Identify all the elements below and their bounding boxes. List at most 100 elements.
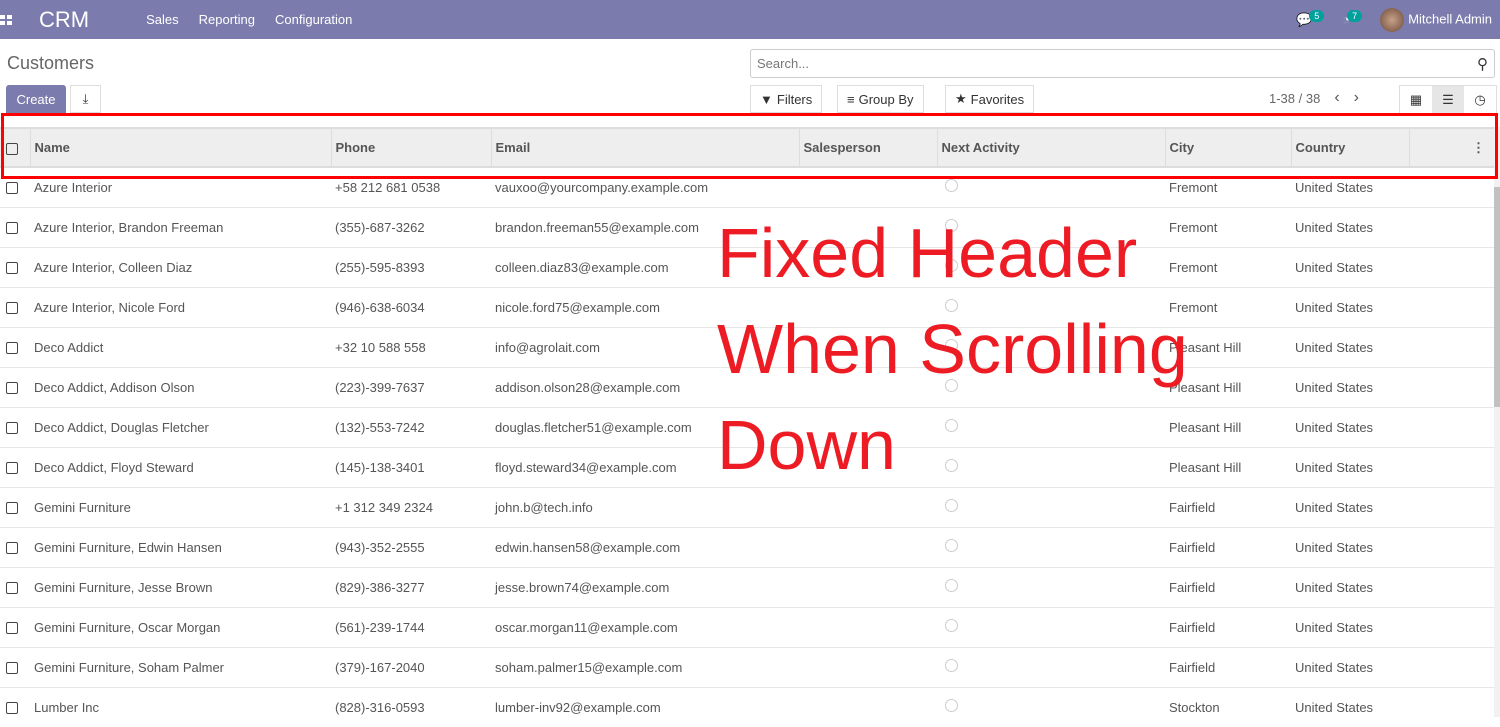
row-checkbox[interactable] bbox=[6, 542, 18, 555]
row-checkbox[interactable] bbox=[6, 302, 18, 315]
menu-configuration[interactable]: Configuration bbox=[275, 12, 353, 27]
table-row[interactable]: Gemini Furniture, Oscar Morgan (561)-239-… bbox=[0, 606, 1495, 647]
column-phone[interactable]: Phone bbox=[330, 127, 491, 168]
cell-country: United States bbox=[1291, 566, 1409, 607]
column-next-activity[interactable]: Next Activity bbox=[936, 127, 1165, 168]
cell-next-activity[interactable] bbox=[937, 566, 1165, 607]
cell-next-activity[interactable] bbox=[937, 606, 1165, 647]
activity-clock-icon[interactable] bbox=[945, 619, 958, 632]
activity-clock-icon[interactable] bbox=[945, 499, 958, 512]
search-icon[interactable]: ⚲ bbox=[1477, 55, 1488, 73]
favorites-button[interactable]: ★ Favorites bbox=[945, 85, 1035, 113]
activity-clock-icon[interactable] bbox=[945, 699, 958, 713]
cell-next-activity[interactable] bbox=[937, 686, 1165, 727]
filter-icon: ▼ bbox=[760, 91, 773, 107]
table-row[interactable]: Gemini Furniture, Edwin Hansen (943)-352-… bbox=[0, 526, 1495, 567]
cell-phone: (946)-638-6034 bbox=[331, 286, 491, 327]
select-all-checkbox[interactable] bbox=[6, 142, 18, 155]
table-row[interactable]: Azure Interior, Colleen Diaz (255)-595-83… bbox=[0, 246, 1495, 287]
cell-next-activity[interactable] bbox=[937, 206, 1165, 247]
column-salesperson[interactable]: Salesperson bbox=[798, 127, 937, 168]
cell-name: Gemini Furniture, Edwin Hansen bbox=[30, 526, 331, 567]
row-checkbox[interactable] bbox=[6, 662, 18, 675]
table-row[interactable]: Gemini Furniture, Soham Palmer (379)-167-… bbox=[0, 646, 1495, 687]
cell-country: United States bbox=[1291, 606, 1409, 647]
table-row[interactable]: Gemini Furniture, Jesse Brown (829)-386-3… bbox=[0, 566, 1495, 607]
optional-columns-icon[interactable]: ⋮ bbox=[1472, 139, 1485, 155]
row-checkbox[interactable] bbox=[6, 342, 18, 355]
row-checkbox[interactable] bbox=[6, 502, 18, 515]
table-row[interactable]: Deco Addict, Floyd Steward (145)-138-3401… bbox=[0, 446, 1495, 487]
activity-clock-icon[interactable] bbox=[945, 579, 958, 592]
cell-next-activity[interactable] bbox=[937, 446, 1165, 487]
activity-clock-icon[interactable] bbox=[945, 379, 958, 392]
cell-name: Deco Addict, Floyd Steward bbox=[30, 446, 331, 487]
cell-next-activity[interactable] bbox=[937, 246, 1165, 287]
row-checkbox[interactable] bbox=[6, 702, 18, 715]
row-checkbox[interactable] bbox=[6, 582, 18, 595]
activity-clock-icon[interactable] bbox=[945, 339, 958, 352]
table-row[interactable]: Lumber Inc (828)-316-0593 lumber-inv92@exa… bbox=[0, 686, 1495, 727]
pager-value[interactable]: 1-38 / 38 bbox=[1269, 91, 1321, 106]
table-row[interactable]: Deco Addict, Douglas Fletcher (132)-553-7… bbox=[0, 406, 1495, 447]
activities-button[interactable]: ◔ 7 bbox=[1342, 10, 1363, 27]
table-row[interactable]: Deco Addict +32 10 588 558 info@agrolait.c… bbox=[0, 326, 1495, 367]
search-input[interactable]: Search... ⚲ bbox=[750, 49, 1495, 78]
table-row[interactable]: Gemini Furniture +1 312 349 2324 john.b@te… bbox=[0, 486, 1495, 527]
row-checkbox[interactable] bbox=[6, 182, 18, 195]
pager-next-icon[interactable]: › bbox=[1353, 89, 1359, 106]
row-checkbox[interactable] bbox=[6, 382, 18, 395]
cell-next-activity[interactable] bbox=[937, 326, 1165, 367]
table-row[interactable]: Deco Addict, Addison Olson (223)-399-7637… bbox=[0, 366, 1495, 407]
cell-next-activity[interactable] bbox=[937, 486, 1165, 527]
activity-clock-icon[interactable] bbox=[945, 419, 958, 432]
activity-view-icon[interactable]: ◷ bbox=[1474, 91, 1486, 107]
menu-sales[interactable]: Sales bbox=[146, 12, 179, 27]
cell-phone: (145)-138-3401 bbox=[331, 446, 491, 487]
activity-clock-icon[interactable] bbox=[945, 259, 958, 272]
activity-clock-icon[interactable] bbox=[945, 299, 958, 312]
cell-next-activity[interactable] bbox=[937, 526, 1165, 567]
cell-next-activity[interactable] bbox=[937, 286, 1165, 327]
group-by-button[interactable]: ≡ Group By bbox=[837, 85, 924, 113]
app-brand[interactable]: CRM bbox=[39, 6, 90, 32]
download-button[interactable]: ⤓ bbox=[70, 85, 101, 113]
row-checkbox[interactable] bbox=[6, 462, 18, 475]
activity-clock-icon[interactable] bbox=[945, 179, 958, 193]
cell-next-activity[interactable] bbox=[937, 406, 1165, 447]
kanban-view-icon[interactable]: ▦ bbox=[1409, 91, 1423, 107]
cell-next-activity[interactable] bbox=[937, 166, 1165, 207]
list-view-icon[interactable]: ☰ bbox=[1432, 86, 1464, 113]
cell-country: United States bbox=[1291, 646, 1409, 687]
table-row[interactable]: Azure Interior, Brandon Freeman (355)-687… bbox=[0, 206, 1495, 247]
create-button[interactable]: Create bbox=[6, 85, 66, 113]
filters-button[interactable]: ▼ Filters bbox=[750, 85, 823, 113]
column-name[interactable]: Name bbox=[29, 127, 331, 168]
column-email[interactable]: Email bbox=[490, 127, 799, 168]
messages-button[interactable]: 💬 5 bbox=[1296, 9, 1325, 28]
cell-email: john.b@tech.info bbox=[491, 486, 799, 527]
table-row[interactable]: Azure Interior, Nicole Ford (946)-638-603… bbox=[0, 286, 1495, 327]
column-country[interactable]: Country bbox=[1290, 127, 1409, 168]
cell-salesperson bbox=[799, 446, 937, 487]
row-checkbox[interactable] bbox=[6, 262, 18, 275]
row-checkbox[interactable] bbox=[6, 222, 18, 235]
scrollbar[interactable] bbox=[1494, 127, 1500, 717]
row-checkbox[interactable] bbox=[6, 622, 18, 635]
cell-name: Azure Interior, Colleen Diaz bbox=[30, 246, 331, 287]
pager-previous-icon[interactable]: ‹ bbox=[1334, 89, 1340, 106]
user-menu[interactable]: Mitchell Admin bbox=[1380, 7, 1492, 32]
table-row[interactable]: Azure Interior +58 212 681 0538 vauxoo@you… bbox=[0, 166, 1495, 207]
menu-reporting[interactable]: Reporting bbox=[198, 12, 256, 27]
cell-next-activity[interactable] bbox=[937, 366, 1165, 407]
cell-next-activity[interactable] bbox=[937, 646, 1165, 687]
activity-clock-icon[interactable] bbox=[945, 659, 958, 672]
cell-name: Azure Interior bbox=[30, 166, 331, 207]
cell-name: Gemini Furniture bbox=[30, 486, 331, 527]
row-checkbox[interactable] bbox=[6, 422, 18, 435]
activity-clock-icon[interactable] bbox=[945, 539, 958, 552]
apps-menu-icon[interactable] bbox=[0, 14, 12, 25]
activity-clock-icon[interactable] bbox=[945, 219, 958, 232]
column-city[interactable]: City bbox=[1164, 127, 1291, 168]
activity-clock-icon[interactable] bbox=[945, 459, 958, 472]
